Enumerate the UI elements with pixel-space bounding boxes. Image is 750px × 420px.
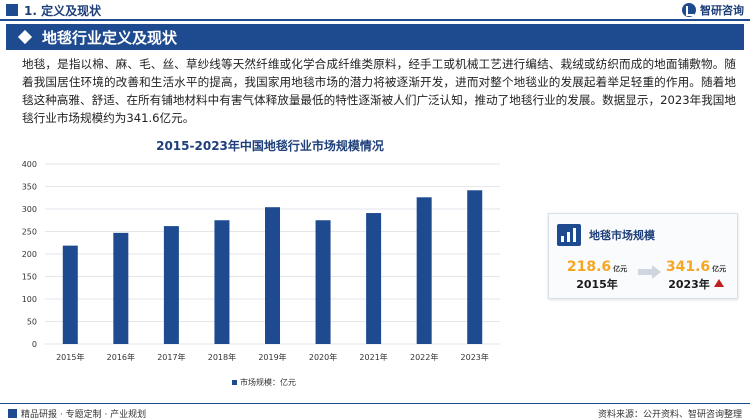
- bar-chart: 0 50 100 150 200 250 300 350 400 2015年 2016年 2017年 2…: [22, 160, 500, 362]
- y-tick-label: 150: [22, 273, 37, 282]
- stat-end: 341.6 亿元 2023年: [657, 256, 735, 292]
- y-tick-label: 200: [22, 250, 37, 259]
- intro-paragraph: 地毯，是指以棉、麻、毛、丝、草纱线等天然纤维或化学合成纤维类原料，经手工或机械工…: [22, 57, 736, 125]
- header-left: 1. 定义及现状: [0, 0, 101, 20]
- bar: [467, 190, 483, 344]
- bar: [214, 220, 230, 344]
- x-tick-label: 2016年: [107, 352, 135, 362]
- diamond-icon: [17, 29, 33, 45]
- bar: [62, 245, 78, 344]
- footer-square-icon: [8, 409, 17, 418]
- y-tick-label: 250: [22, 228, 37, 237]
- y-tick-label: 400: [22, 160, 37, 169]
- section-banner: 地毯行业定义及现状: [6, 24, 744, 50]
- bar: [163, 226, 179, 344]
- legend-label: 市场规模：亿元: [240, 378, 296, 387]
- chart-title: 2015-2023年中国地毯行业市场规模情况: [156, 139, 384, 153]
- y-tick-label: 100: [22, 295, 37, 304]
- bar: [416, 197, 432, 344]
- stat-start: 218.6 亿元 2015年: [557, 256, 637, 292]
- x-tick-label: 2019年: [258, 352, 286, 362]
- bar: [113, 232, 129, 344]
- footer-source: 资料来源：公开资料、智研咨询整理: [597, 410, 742, 420]
- chart-legend: 市场规模：亿元: [232, 377, 296, 388]
- arrow-right-icon: [638, 265, 661, 279]
- start-year: 2015年: [576, 278, 618, 291]
- x-tick-label: 2021年: [359, 352, 387, 362]
- top-header: 1. 定义及现状 智研咨询: [0, 0, 750, 20]
- card-title: 地毯市场规模: [589, 229, 655, 242]
- bar: [315, 220, 331, 344]
- end-year-row: 2023年: [657, 276, 735, 292]
- footer-divider: [0, 403, 750, 404]
- y-tick-label: 300: [22, 205, 37, 214]
- y-tick-label: 0: [32, 340, 37, 349]
- bar-chart-icon: [557, 224, 581, 246]
- footer-tagline: 精品研报 · 专题定制 · 产业规划: [21, 410, 147, 420]
- start-unit: 亿元: [613, 265, 628, 273]
- legend-swatch: [232, 380, 237, 385]
- header-title: 1. 定义及现状: [24, 3, 102, 18]
- footer: 精品研报 · 专题定制 · 产业规划 资料来源：公开资料、智研咨询整理: [0, 406, 750, 420]
- end-year: 2023年: [668, 278, 710, 291]
- header-square-icon: [6, 4, 18, 16]
- brand-name: 智研咨询: [700, 4, 744, 17]
- section-title: 地毯行业定义及现状: [42, 28, 178, 47]
- start-value: 218.6: [566, 259, 612, 275]
- y-tick-label: 50: [27, 318, 37, 327]
- bar: [366, 213, 382, 344]
- end-unit: 亿元: [712, 265, 727, 273]
- up-arrow-icon: [713, 279, 724, 287]
- brand-logo-icon: [682, 3, 696, 17]
- bar: [265, 207, 280, 344]
- x-tick-label: 2015年: [56, 352, 84, 362]
- x-tick-label: 2022年: [410, 352, 438, 362]
- x-tick-label: 2020年: [309, 352, 337, 362]
- card-header: 地毯市场规模: [557, 224, 655, 246]
- y-tick-label: 350: [22, 183, 37, 192]
- market-size-card: 地毯市场规模 218.6 亿元 2015年 341.6 亿元 2023年: [548, 213, 738, 299]
- footer-left: 精品研报 · 专题定制 · 产业规划: [8, 407, 146, 420]
- header-divider: [0, 19, 750, 21]
- brand: 智研咨询: [682, 2, 744, 18]
- end-value: 341.6: [665, 259, 711, 275]
- x-tick-label: 2017年: [157, 352, 185, 362]
- x-tick-label: 2018年: [208, 352, 236, 362]
- x-tick-label: 2023年: [461, 352, 489, 362]
